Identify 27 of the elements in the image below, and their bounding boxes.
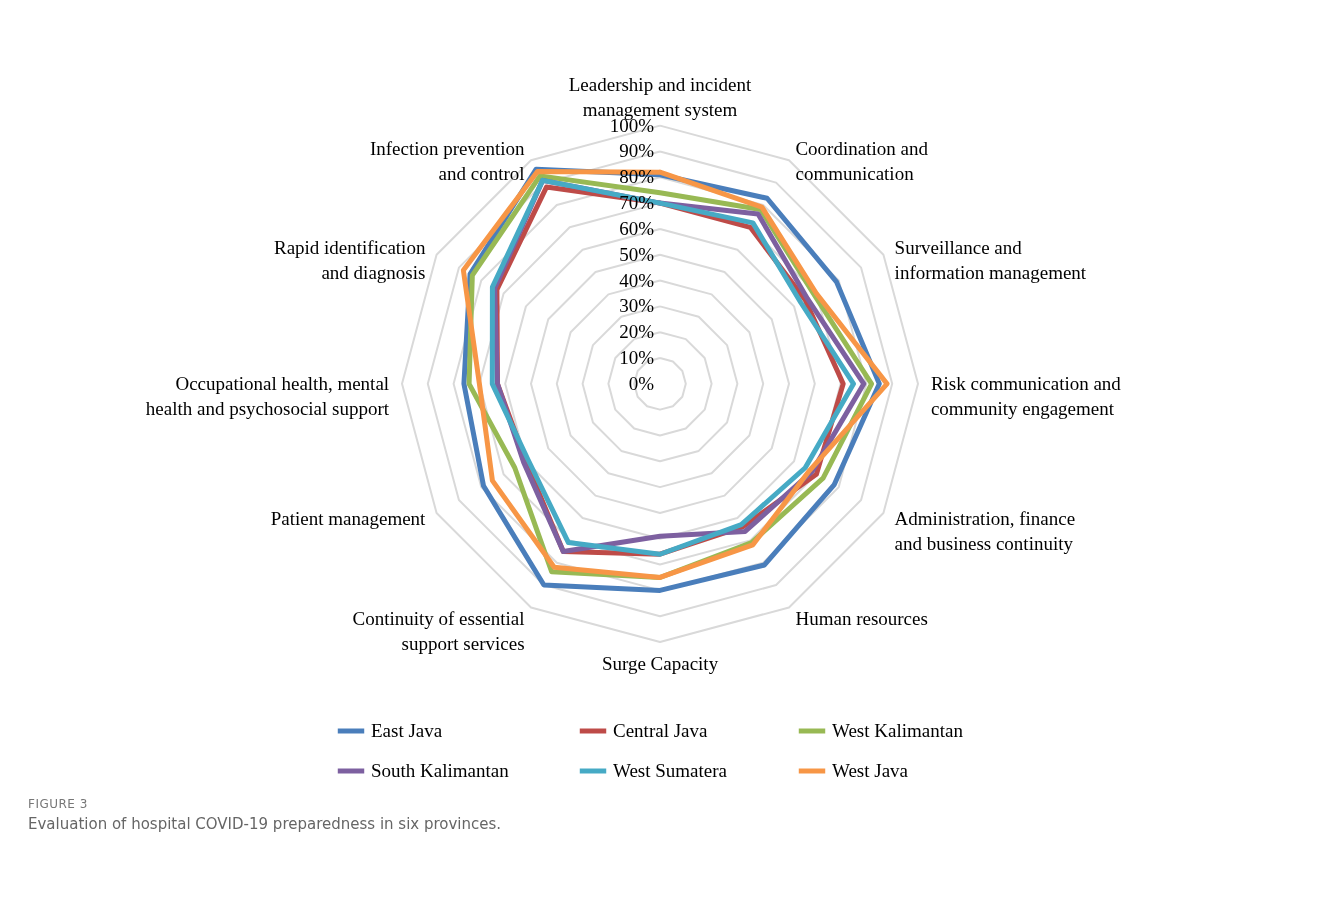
y-tick-label: 20%: [619, 321, 655, 343]
y-tick-label: 40%: [619, 269, 655, 291]
spoke-label: Patient management: [270, 508, 427, 530]
y-tick-label: 10%: [619, 347, 655, 369]
spoke-label: Surveillance and information management: [894, 237, 1087, 284]
spoke-label: Continuity of essential support services: [352, 607, 525, 654]
legend-label: West Kalimantan: [832, 720, 964, 741]
caption: FIGURE 3: [28, 797, 89, 811]
legend-label: East Java: [371, 720, 443, 741]
spoke-label: Occupational health, mental health and psychosocial support: [145, 372, 390, 419]
spoke-label: Administration, finance and business continuity: [894, 508, 1076, 555]
legend-label: West Sumatera: [613, 760, 728, 781]
y-tick-label: 30%: [619, 295, 655, 317]
y-tick-label: 50%: [619, 243, 655, 265]
y-tick-label: 90%: [619, 140, 655, 162]
spoke-label: Human resources: [795, 607, 928, 629]
legend-label: South Kalimantan: [371, 760, 510, 781]
spoke-label: Risk communication and community engagement: [930, 372, 1122, 419]
legend-label: West Java: [832, 760, 909, 781]
legend-label: Central Java: [613, 720, 708, 741]
y-tick-label: 60%: [619, 217, 655, 239]
spoke-label: Infection prevention and control: [369, 138, 526, 185]
y-tick-label: 0%: [628, 372, 655, 394]
spoke-label: Surge Capacity: [601, 652, 719, 674]
spoke-label: Coordination and communication: [795, 138, 929, 185]
text: Evaluation of hospital COVID-19 preparedness in six provinces.: [28, 815, 503, 833]
spoke-label: Rapid identification and diagnosis: [273, 237, 426, 284]
